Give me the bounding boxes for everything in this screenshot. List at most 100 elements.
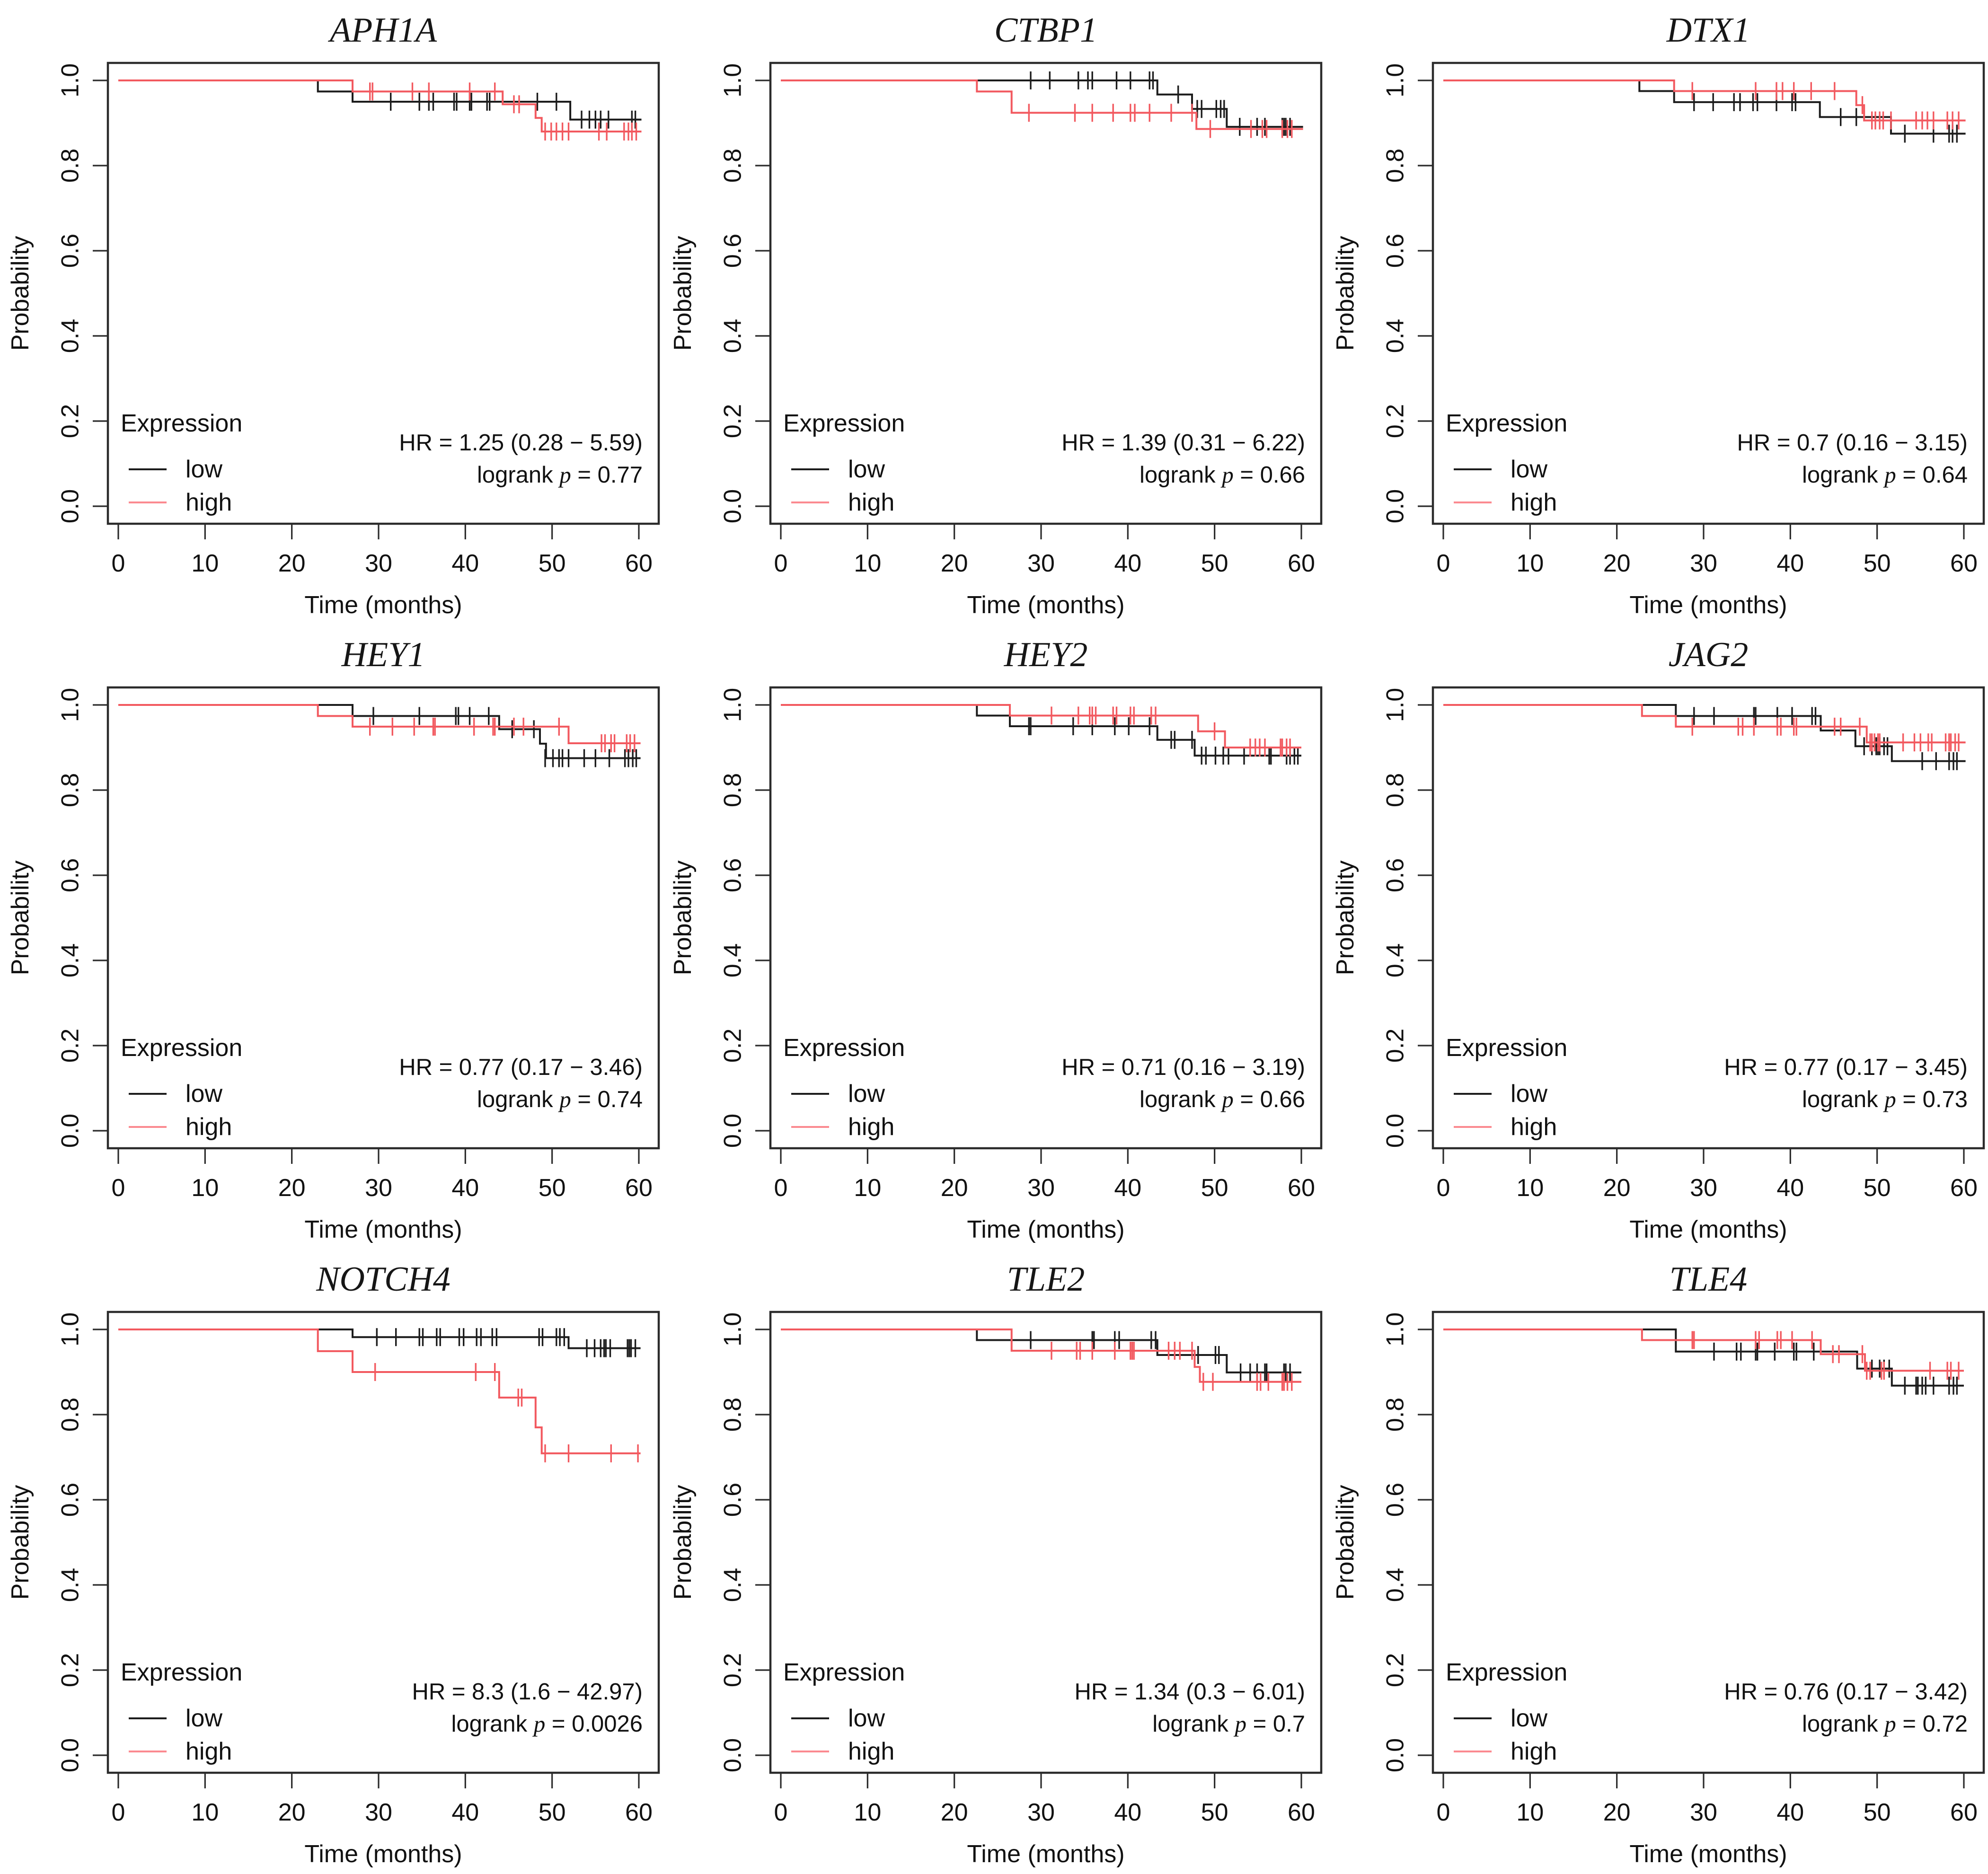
y-tick-label: 0.8 <box>57 1398 84 1432</box>
survival-curve-high <box>118 704 641 744</box>
y-axis-label: Probability <box>7 1485 34 1600</box>
survival-curve-high <box>781 1329 1301 1383</box>
survival-curve-low <box>1443 704 1966 762</box>
y-tick-label: 0.0 <box>1382 489 1409 523</box>
x-axis-label: Time (months) <box>967 1216 1124 1243</box>
legend-title: Expression <box>1446 410 1567 437</box>
x-tick-label: 0 <box>1437 550 1450 577</box>
x-tick-label: 0 <box>1437 1174 1450 1202</box>
survival-curve-high <box>781 79 1303 130</box>
panel-title: NOTCH4 <box>316 1260 451 1299</box>
panel-title: HEY2 <box>1004 635 1088 674</box>
y-tick-label: 0.8 <box>1382 149 1409 183</box>
y-tick-label: 0.8 <box>719 1398 747 1432</box>
y-tick-label: 0.8 <box>719 149 747 183</box>
x-tick-label: 30 <box>365 550 392 577</box>
km-panel-TLE4: TLE4 0 10 20 30 40 50 60 0.0 0.2 0.4 0.6 0.8 1.0 Time … <box>1325 1249 1988 1874</box>
x-tick-label: 40 <box>451 1799 479 1826</box>
x-tick-label: 20 <box>941 1174 968 1202</box>
x-tick-label: 40 <box>451 1174 479 1202</box>
logrank-value: logrank p = 0.77 <box>477 462 643 488</box>
plot-box <box>1431 686 1985 1150</box>
x-tick-label: 60 <box>1950 1799 1978 1826</box>
x-tick-label: 0 <box>112 1799 125 1826</box>
y-tick-label: 0.2 <box>719 404 747 438</box>
x-tick-label: 40 <box>1776 1174 1804 1202</box>
hr-value: HR = 0.71 (0.16 − 3.19) <box>1061 1055 1305 1080</box>
x-tick-label: 50 <box>1201 1174 1228 1202</box>
x-axis-label: Time (months) <box>1629 1216 1787 1243</box>
km-chart-CTBP1: CTBP1 0 10 20 30 40 50 60 0.0 0.2 0.4 0.6 0.8 1.0 Time… <box>669 11 1323 619</box>
y-tick-label: 0.4 <box>719 943 747 977</box>
km-chart-APH1A: APH1A 0 10 20 30 40 50 60 0.0 0.2 0.4 0.6 0.8 1.0 Time… <box>7 11 660 619</box>
x-tick-label: 60 <box>1288 1174 1315 1202</box>
x-tick-label: 10 <box>191 550 219 577</box>
x-tick-label: 60 <box>625 1174 653 1202</box>
y-tick-label: 0.8 <box>719 773 747 807</box>
legend-label-high: high <box>1511 1113 1557 1141</box>
plot-box <box>769 686 1323 1150</box>
hr-value: HR = 0.7 (0.16 − 3.15) <box>1737 430 1968 456</box>
y-tick-label: 0.0 <box>719 489 747 523</box>
x-tick-label: 60 <box>1288 550 1315 577</box>
km-panel-HEY1: HEY1 0 10 20 30 40 50 60 0.0 0.2 0.4 0.6 0.8 1.0 Time … <box>0 625 663 1249</box>
y-tick-label: 0.0 <box>57 1114 84 1148</box>
x-tick-label: 50 <box>539 1174 566 1202</box>
logrank-value: logrank p = 0.66 <box>1140 1086 1305 1112</box>
km-chart-TLE2: TLE2 0 10 20 30 40 50 60 0.0 0.2 0.4 0.6 0.8 1.0 Time … <box>669 1260 1323 1868</box>
x-tick-label: 20 <box>1603 1174 1631 1202</box>
x-axis-label: Time (months) <box>304 591 462 619</box>
x-tick-label: 0 <box>112 1174 125 1202</box>
y-tick-label: 1.0 <box>719 688 747 722</box>
x-axis-label: Time (months) <box>1629 1840 1787 1868</box>
legend-title: Expression <box>121 410 242 437</box>
legend-label-high: high <box>186 1113 232 1141</box>
x-tick-label: 20 <box>278 550 306 577</box>
y-tick-label: 0.6 <box>719 234 747 268</box>
y-axis-label: Probability <box>669 1485 697 1600</box>
y-axis-label: Probability <box>1332 861 1359 976</box>
x-tick-label: 0 <box>774 1799 788 1826</box>
y-tick-label: 0.6 <box>57 234 84 268</box>
plot-box <box>1431 1311 1985 1774</box>
hr-value: HR = 0.76 (0.17 − 3.42) <box>1724 1679 1968 1705</box>
y-tick-label: 1.0 <box>1382 1312 1409 1346</box>
logrank-value: logrank p = 0.72 <box>1802 1711 1968 1737</box>
legend-label-low: low <box>1511 456 1547 483</box>
panel-title: APH1A <box>327 11 437 50</box>
y-tick-label: 0.4 <box>57 943 84 977</box>
survival-curve-high <box>118 1329 641 1454</box>
x-tick-label: 50 <box>539 550 566 577</box>
x-tick-label: 50 <box>539 1799 566 1826</box>
x-tick-label: 10 <box>854 550 881 577</box>
legend-label-low: low <box>848 456 885 483</box>
legend-title: Expression <box>783 410 905 437</box>
legend-label-low: low <box>186 456 222 483</box>
logrank-value: logrank p = 0.64 <box>1802 462 1968 488</box>
panel-title: TLE4 <box>1670 1260 1748 1299</box>
survival-curve-low <box>781 1329 1301 1373</box>
y-tick-label: 0.8 <box>1382 773 1409 807</box>
x-tick-label: 50 <box>1201 1799 1228 1826</box>
y-tick-label: 0.0 <box>57 489 84 523</box>
y-tick-label: 0.2 <box>57 1653 84 1687</box>
x-tick-label: 30 <box>1027 550 1055 577</box>
x-tick-label: 20 <box>278 1799 306 1826</box>
hr-value: HR = 8.3 (1.6 − 42.97) <box>412 1679 643 1705</box>
x-axis-label: Time (months) <box>967 591 1124 619</box>
plot-box <box>106 1311 660 1774</box>
hr-value: HR = 1.34 (0.3 − 6.01) <box>1074 1679 1305 1705</box>
x-tick-label: 0 <box>774 550 788 577</box>
legend-label-low: low <box>1511 1080 1547 1108</box>
hr-value: HR = 1.39 (0.31 − 6.22) <box>1061 430 1305 456</box>
y-tick-label: 0.2 <box>57 1029 84 1063</box>
y-axis-label: Probability <box>1332 236 1359 351</box>
y-tick-label: 0.0 <box>1382 1114 1409 1148</box>
y-tick-label: 0.2 <box>1382 1653 1409 1687</box>
legend-title: Expression <box>783 1034 905 1062</box>
y-tick-label: 0.6 <box>57 858 84 892</box>
y-tick-label: 0.2 <box>719 1029 747 1063</box>
y-tick-label: 0.6 <box>1382 234 1409 268</box>
y-tick-label: 0.2 <box>1382 1029 1409 1063</box>
x-tick-label: 40 <box>1114 1174 1141 1202</box>
